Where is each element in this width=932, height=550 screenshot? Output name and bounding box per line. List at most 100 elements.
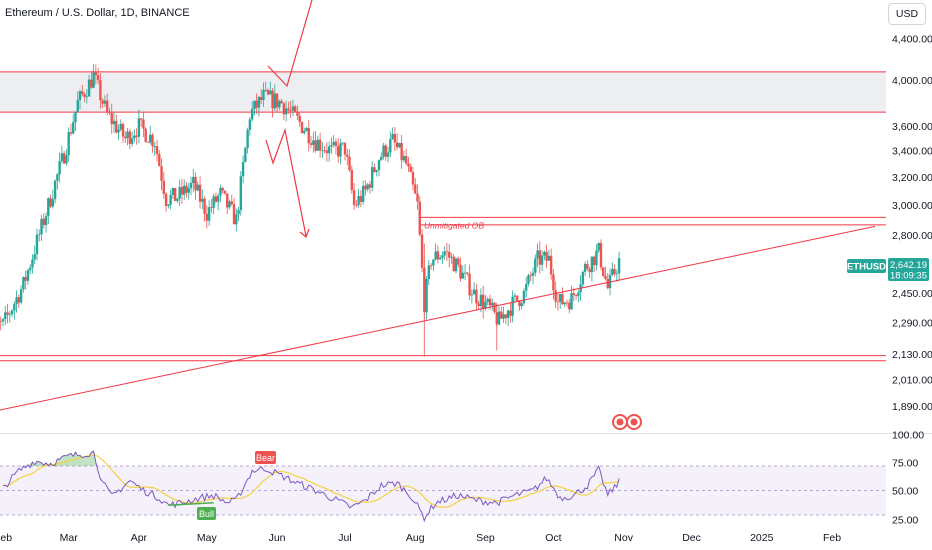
candle-body <box>83 93 86 97</box>
candle-body <box>477 303 480 307</box>
candle-body <box>26 270 30 281</box>
candle-body <box>60 153 64 162</box>
candle-body <box>470 294 474 296</box>
candle-body <box>230 201 233 205</box>
candle-body <box>151 134 154 147</box>
bear-signal[interactable]: Bear <box>255 451 276 464</box>
candle-body <box>291 106 295 111</box>
candle-body <box>443 251 446 256</box>
candle-body <box>22 277 25 290</box>
price-zones-layer <box>0 71 886 362</box>
candle-body <box>257 96 261 108</box>
candle-body <box>479 294 483 307</box>
candle-body <box>502 314 505 319</box>
price-tick-label: 3,600.00 <box>892 121 932 133</box>
candle-body <box>613 268 616 275</box>
candle-body <box>196 184 199 191</box>
candle-body <box>513 295 517 297</box>
candle-body <box>112 120 116 125</box>
currency-button[interactable]: USD <box>888 3 926 25</box>
time-tick-label: Sep <box>476 532 495 544</box>
candle-body <box>130 138 134 144</box>
candle-body <box>81 91 84 94</box>
time-tick-label: Jun <box>269 532 286 544</box>
candle-body <box>67 132 70 156</box>
candle-body <box>572 293 575 295</box>
price-tag-bg <box>888 258 929 281</box>
candle-body <box>543 251 546 256</box>
candle-body <box>400 143 403 161</box>
candle-body <box>441 255 444 258</box>
candle-body <box>280 100 283 104</box>
event-flags-icon[interactable] <box>612 414 642 430</box>
candle-body <box>171 188 175 196</box>
candle-body <box>51 199 55 207</box>
symbol-tag: ETHUSD <box>847 262 886 273</box>
time-tick-label: May <box>197 532 218 544</box>
candle-body <box>248 119 252 130</box>
candle-body <box>373 167 376 172</box>
candle-body <box>509 310 512 316</box>
candle-body <box>167 204 170 206</box>
candle-body <box>262 90 265 100</box>
candle-body <box>592 256 596 266</box>
candle-body <box>4 312 7 320</box>
candle-body <box>565 302 569 304</box>
candle-body <box>1 319 5 322</box>
candle-body <box>253 100 256 110</box>
candle-body <box>121 123 125 137</box>
candle-body <box>604 275 607 279</box>
candle-body <box>269 90 272 95</box>
candle-body <box>321 150 324 152</box>
candle-body <box>608 274 612 289</box>
candle-body <box>237 210 240 215</box>
candle-body <box>180 186 184 195</box>
price-tick-label: 3,000.00 <box>892 200 932 212</box>
candle-body <box>119 123 122 130</box>
candle-body <box>452 256 455 272</box>
candle-body <box>334 141 338 147</box>
time-tick-label: Oct <box>545 532 561 544</box>
candle-body <box>364 185 367 190</box>
candle-body <box>10 310 14 315</box>
candle-body <box>529 275 532 277</box>
time-tick-label: Mar <box>60 532 79 544</box>
candle-body <box>461 272 465 279</box>
candle-body <box>133 135 136 139</box>
candle-body <box>312 140 315 145</box>
candle-body <box>500 311 503 319</box>
candle-body <box>239 176 243 211</box>
bull-signal[interactable]: Bull <box>197 507 216 520</box>
candle-body <box>90 79 93 88</box>
candlesticks-layer <box>0 64 932 434</box>
candle-body <box>189 182 193 189</box>
candle-body <box>58 161 61 175</box>
candle-body <box>201 198 204 202</box>
candle-body <box>457 258 460 265</box>
candle-body <box>617 258 621 274</box>
candle-body <box>300 122 304 133</box>
candle-body <box>597 242 600 251</box>
candle-body <box>577 292 580 296</box>
candle-body <box>183 185 186 195</box>
candle-body <box>547 255 551 261</box>
candle-body <box>588 268 591 273</box>
candle-body <box>599 242 603 268</box>
candle-body <box>445 251 449 253</box>
candle-body <box>515 295 519 301</box>
candle-body <box>198 184 202 202</box>
candle-body <box>518 300 521 307</box>
candle-body <box>402 155 406 161</box>
candle-body <box>105 100 109 113</box>
bull-badge: Bull <box>199 509 214 519</box>
candle-body <box>246 129 249 148</box>
candle-body <box>56 174 59 181</box>
candle-body <box>307 127 310 144</box>
candle-body <box>323 150 326 152</box>
candle-body <box>85 96 89 98</box>
candle-body <box>611 268 614 275</box>
candle-body <box>583 263 587 272</box>
rsi-pane <box>0 450 886 523</box>
candle-body <box>137 118 141 137</box>
